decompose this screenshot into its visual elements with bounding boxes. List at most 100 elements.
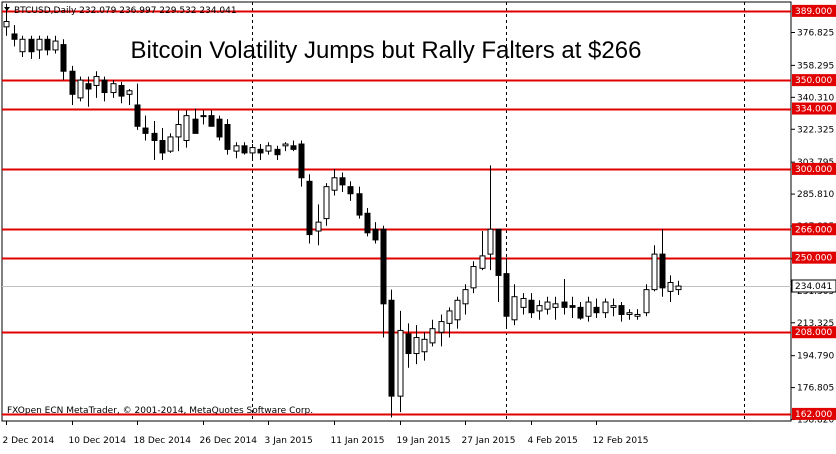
candle[interactable] (536, 300, 543, 320)
candle[interactable] (265, 142, 272, 155)
level-price-box (792, 4, 836, 17)
candle[interactable] (339, 172, 346, 192)
candle[interactable] (36, 35, 43, 59)
candle[interactable] (85, 76, 92, 107)
candle[interactable] (643, 284, 650, 317)
candle[interactable] (19, 35, 26, 58)
candle[interactable] (552, 296, 559, 320)
candle[interactable] (462, 284, 469, 315)
candle[interactable] (577, 302, 584, 320)
candle[interactable] (544, 296, 551, 315)
candle[interactable] (380, 225, 387, 338)
candle-body-down (356, 193, 363, 216)
candle[interactable] (216, 115, 223, 141)
candle-body-up (282, 143, 289, 147)
candle[interactable] (28, 35, 35, 59)
candle[interactable] (151, 120, 158, 161)
candle[interactable] (667, 275, 674, 303)
candle[interactable] (651, 245, 658, 292)
candle[interactable] (208, 110, 215, 127)
candle[interactable] (200, 110, 207, 125)
candle[interactable] (11, 25, 18, 47)
candle[interactable] (520, 293, 527, 315)
candle[interactable] (167, 133, 174, 153)
candle[interactable] (495, 228, 502, 303)
candle[interactable] (364, 207, 371, 237)
candle[interactable] (159, 128, 166, 161)
candle[interactable] (388, 289, 395, 418)
candle[interactable] (331, 168, 338, 196)
candle-body-up (315, 221, 322, 232)
candle[interactable] (315, 204, 322, 246)
candle-body-up (446, 310, 453, 324)
candle-body-down (142, 127, 149, 134)
candle[interactable] (142, 115, 149, 141)
candle[interactable] (454, 296, 461, 329)
candle[interactable] (421, 332, 428, 361)
candle[interactable] (438, 314, 445, 347)
candle-body-down (44, 38, 51, 51)
candle[interactable] (675, 280, 682, 295)
candle[interactable] (298, 140, 305, 187)
level-price-label: 162.000 (792, 407, 836, 420)
candle[interactable] (183, 110, 190, 148)
x-tick-label: 12 Feb 2015 (593, 436, 649, 446)
candle[interactable] (134, 83, 141, 130)
candle[interactable] (413, 325, 420, 365)
header-triangle-icon[interactable] (4, 7, 10, 11)
candle[interactable] (93, 71, 100, 98)
candle[interactable] (405, 323, 412, 368)
candle[interactable] (44, 35, 51, 56)
candle[interactable] (569, 296, 576, 319)
candle[interactable] (479, 231, 486, 271)
candle[interactable] (175, 110, 182, 152)
y-tick-label: 176.805 (797, 384, 834, 394)
candle[interactable] (470, 261, 477, 294)
candle[interactable] (602, 298, 609, 319)
candle[interactable] (77, 76, 84, 102)
candle[interactable] (233, 142, 240, 159)
candle[interactable] (118, 81, 125, 104)
candle[interactable] (626, 309, 633, 320)
candle[interactable] (397, 310, 404, 413)
candle[interactable] (618, 302, 625, 322)
candle[interactable] (610, 298, 617, 317)
candle[interactable] (429, 319, 436, 347)
candle[interactable] (503, 257, 510, 329)
candle[interactable] (224, 119, 231, 155)
candle[interactable] (593, 298, 600, 319)
candle[interactable] (585, 296, 592, 322)
candle-body-up (126, 90, 133, 95)
candle[interactable] (659, 229, 666, 297)
candle[interactable] (274, 145, 281, 161)
candle[interactable] (561, 278, 568, 315)
candle[interactable] (126, 88, 133, 105)
candle[interactable] (634, 309, 641, 320)
candle[interactable] (511, 284, 518, 326)
candle[interactable] (446, 307, 453, 338)
candle[interactable] (487, 165, 494, 271)
candle[interactable] (290, 140, 297, 152)
candle[interactable] (323, 183, 330, 226)
candle[interactable] (249, 144, 256, 159)
candle[interactable] (372, 222, 379, 244)
candle[interactable] (69, 65, 76, 105)
candle[interactable] (52, 35, 59, 54)
level-price-box (792, 74, 836, 87)
candle[interactable] (192, 108, 199, 134)
candle[interactable] (282, 142, 289, 152)
candle[interactable] (347, 181, 354, 201)
candle[interactable] (257, 144, 264, 161)
candle[interactable] (60, 39, 67, 81)
candle[interactable] (356, 186, 363, 219)
candle[interactable] (306, 174, 313, 244)
candle-body-up (265, 145, 272, 152)
candle-body-up (36, 38, 43, 51)
candle[interactable] (101, 76, 108, 102)
candle[interactable] (241, 142, 248, 155)
candle[interactable] (110, 80, 117, 98)
candle[interactable] (528, 293, 535, 319)
candle-body-up (77, 79, 84, 99)
